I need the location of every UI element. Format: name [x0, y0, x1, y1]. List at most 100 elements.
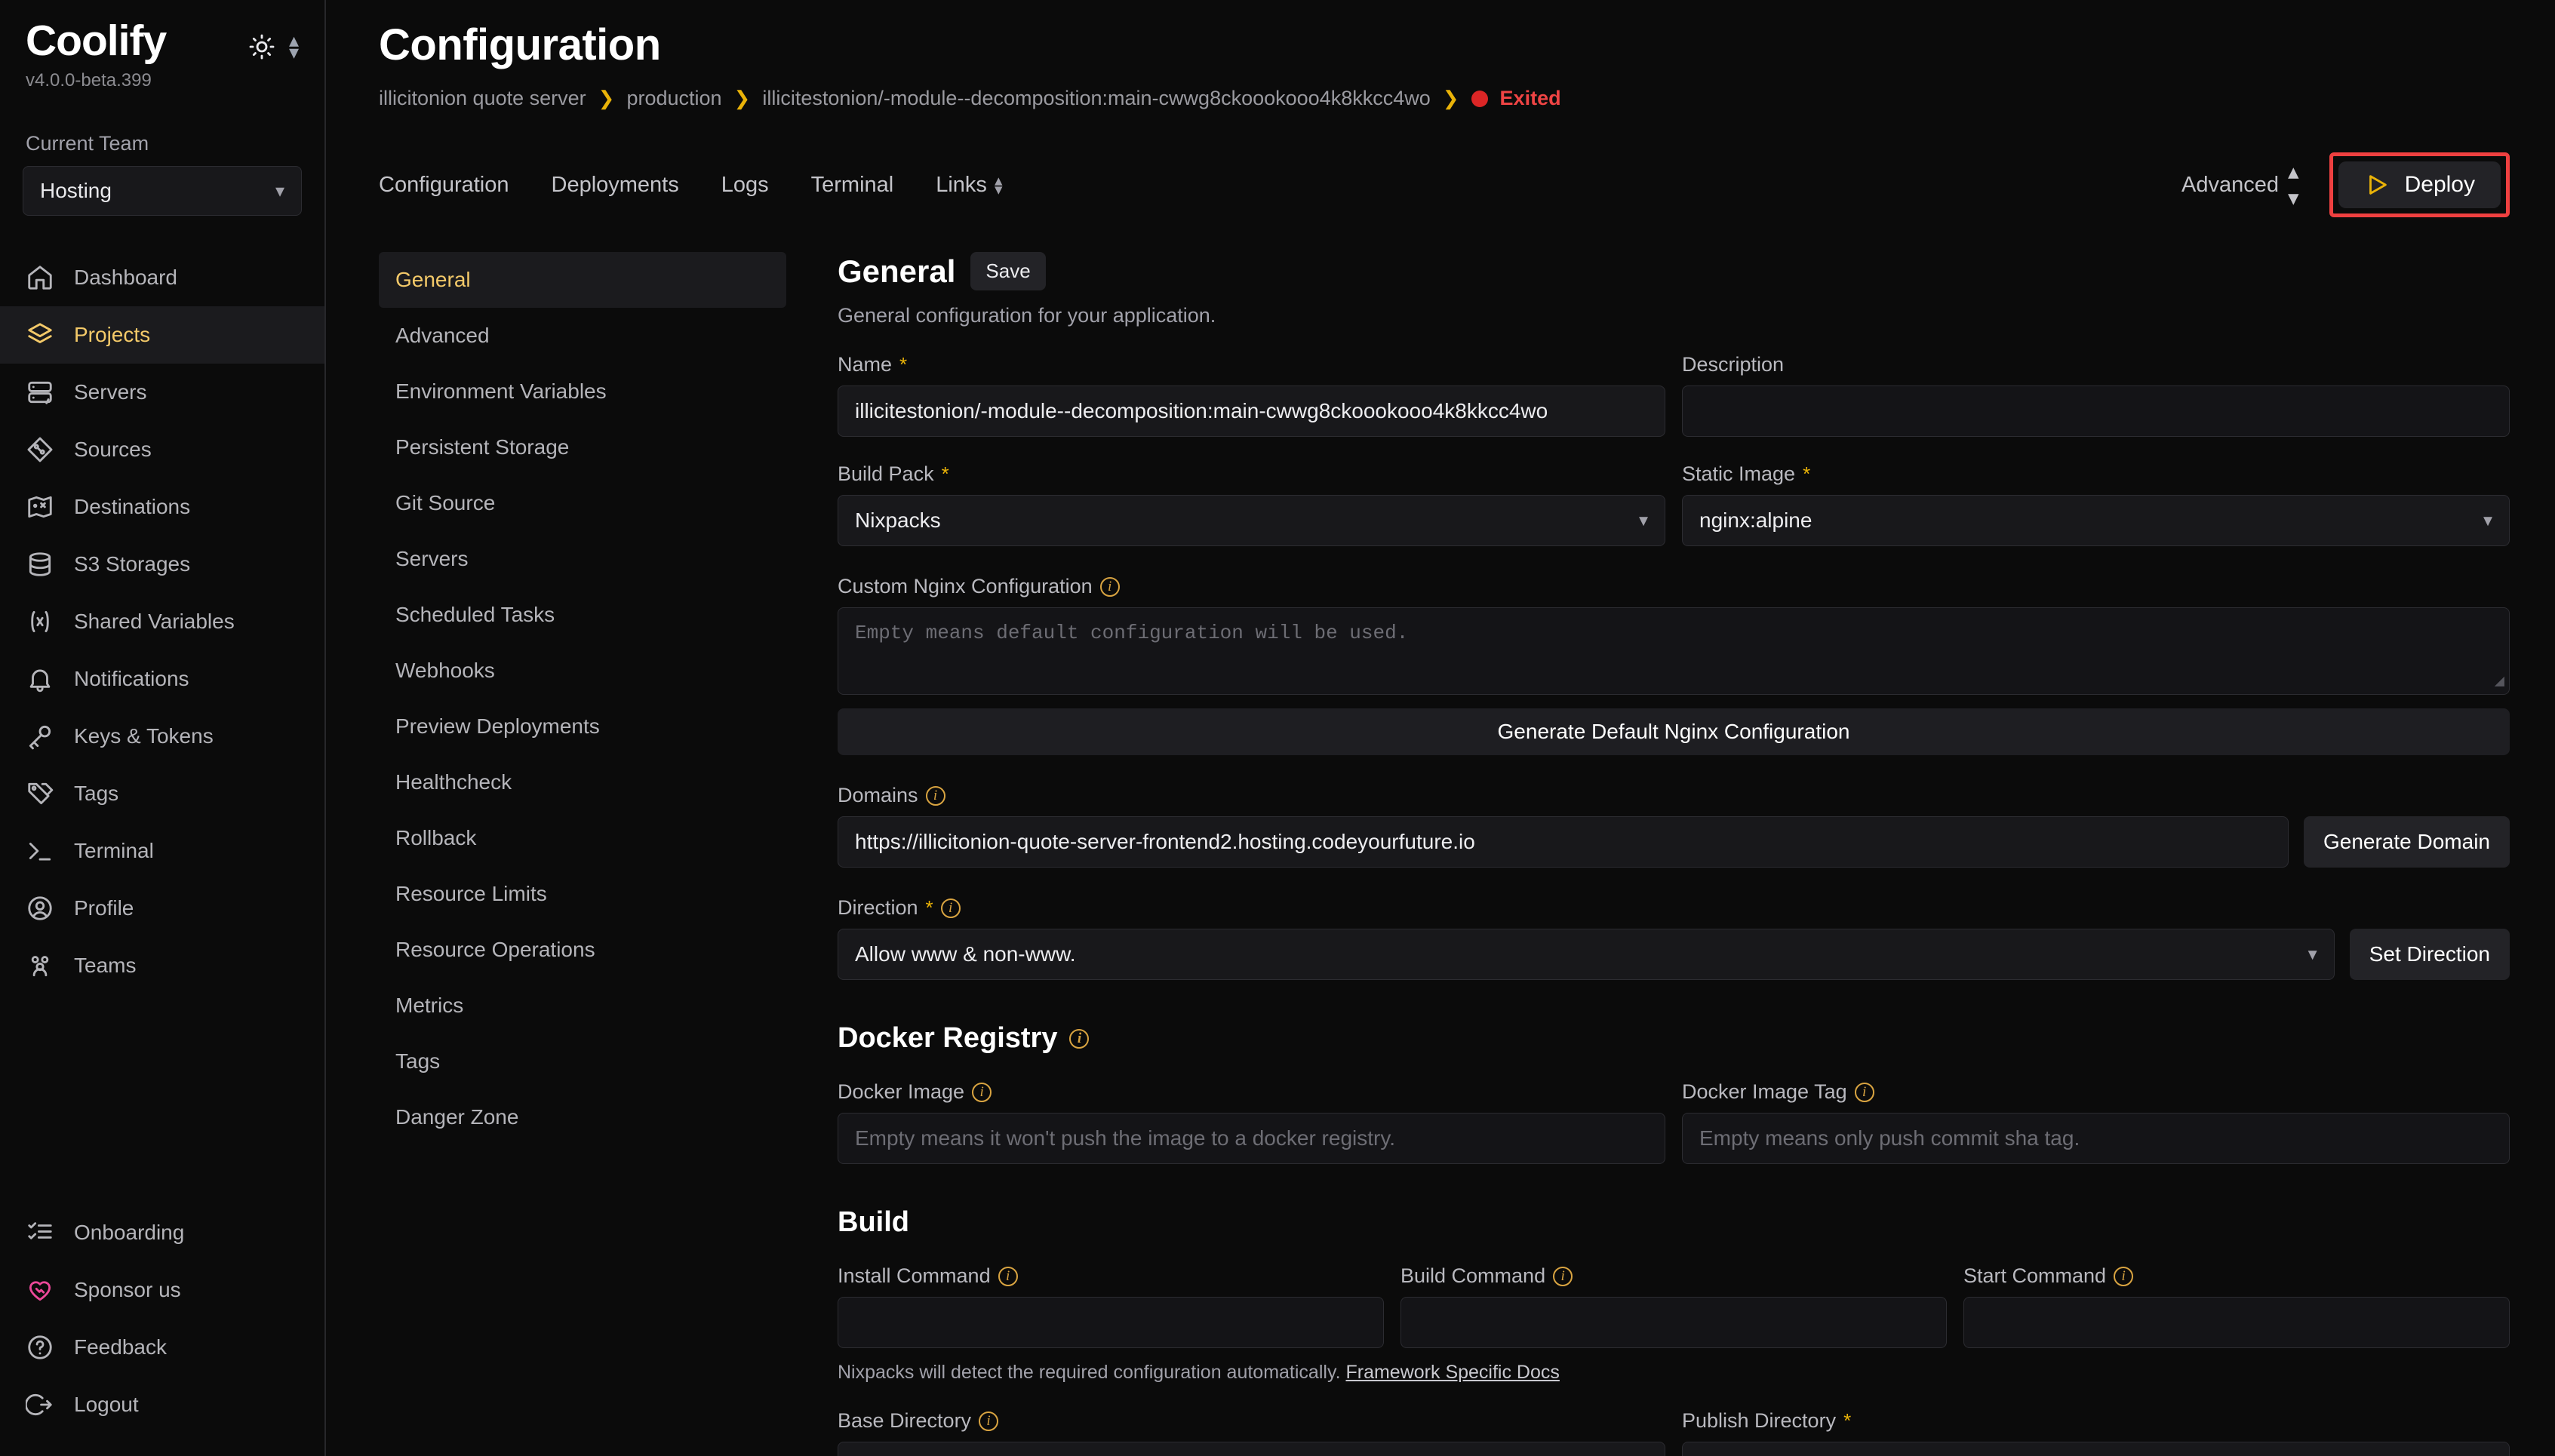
config-menu-item-servers[interactable]: Servers — [379, 531, 786, 587]
sidebar-item-label: Sponsor us — [74, 1278, 181, 1301]
set-direction-button[interactable]: Set Direction — [2349, 929, 2510, 980]
config-menu-item-scheduled-tasks[interactable]: Scheduled Tasks — [379, 587, 786, 643]
direction-select[interactable]: Allow www & non-www. ▾ — [838, 929, 2335, 980]
install-command-input[interactable] — [838, 1297, 1384, 1348]
team-select[interactable]: Hosting ▾ — [23, 166, 302, 216]
sidebar-item-feedback[interactable]: Feedback — [0, 1319, 324, 1376]
config-menu-item-resource-operations[interactable]: Resource Operations — [379, 922, 786, 978]
sidebar-item-teams[interactable]: Teams — [0, 937, 324, 994]
info-icon[interactable]: i — [972, 1082, 992, 1102]
sidebar-item-shared-variables[interactable]: Shared Variables — [0, 593, 324, 650]
config-menu-item-metrics[interactable]: Metrics — [379, 978, 786, 1034]
config-menu-item-git-source[interactable]: Git Source — [379, 475, 786, 531]
sidebar-item-profile[interactable]: Profile — [0, 880, 324, 937]
config-menu-item-resource-limits[interactable]: Resource Limits — [379, 866, 786, 922]
sidebar-item-destinations[interactable]: Destinations — [0, 478, 324, 536]
tab-logs[interactable]: Logs — [721, 172, 769, 197]
sidebar-item-s3-storages[interactable]: S3 Storages — [0, 536, 324, 593]
row-build-commands: Install Command i Build Command i — [838, 1264, 2510, 1348]
generate-nginx-config-button[interactable]: Generate Default Nginx Configuration — [838, 708, 2510, 755]
field-base-directory: Base Directory i / — [838, 1409, 1665, 1456]
build-pack-select[interactable]: Nixpacks ▾ — [838, 495, 1665, 546]
build-helper-sentence: Nixpacks will detect the required config… — [838, 1362, 1341, 1383]
info-icon[interactable]: i — [1069, 1028, 1090, 1049]
app-version: v4.0.0-beta.399 — [26, 70, 152, 91]
info-icon[interactable]: i — [979, 1411, 999, 1431]
framework-docs-link[interactable]: Framework Specific Docs — [1345, 1362, 1560, 1383]
general-section-header: General Save — [838, 252, 2510, 290]
config-menu-item-persistent-storage[interactable]: Persistent Storage — [379, 419, 786, 475]
users-icon — [26, 951, 54, 980]
config-menu-item-label: Rollback — [395, 826, 477, 849]
publish-directory-input[interactable]: / — [1682, 1442, 2510, 1456]
config-menu-item-danger-zone[interactable]: Danger Zone — [379, 1089, 786, 1145]
current-team-label: Current Team — [26, 132, 149, 155]
docker-image-input[interactable]: Empty means it won't push the image to a… — [838, 1113, 1665, 1164]
sidebar-item-onboarding[interactable]: Onboarding — [0, 1204, 324, 1261]
general-settings-form: General Save General configuration for y… — [786, 252, 2510, 1456]
base-directory-input[interactable]: / — [838, 1442, 1665, 1456]
breadcrumb-item-environment[interactable]: production — [626, 87, 722, 109]
chevron-down-icon: ▾ — [275, 180, 284, 201]
config-menu-item-label: Danger Zone — [395, 1105, 519, 1129]
advanced-dropdown[interactable]: Advanced ▴ ▾ — [2181, 158, 2299, 211]
info-icon[interactable]: i — [940, 898, 961, 918]
info-icon[interactable]: i — [998, 1266, 1018, 1286]
info-icon[interactable]: i — [1854, 1082, 1874, 1102]
info-icon[interactable]: i — [1553, 1266, 1573, 1286]
breadcrumb-item-resource[interactable]: illicitestonion/-module--decomposition:m… — [762, 87, 1431, 109]
sidebar-item-tags[interactable]: Tags — [0, 765, 324, 822]
sidebar-item-servers[interactable]: Servers — [0, 364, 324, 421]
breadcrumb-item-project[interactable]: illicitonion quote server — [379, 87, 586, 109]
deploy-button[interactable]: Deploy — [2338, 161, 2501, 208]
sun-icon[interactable] — [248, 33, 275, 60]
config-menu-item-advanced[interactable]: Advanced — [379, 308, 786, 364]
theme-chevron-updown-icon[interactable]: ▴ ▾ — [288, 29, 299, 63]
build-command-input[interactable] — [1400, 1297, 1947, 1348]
sidebar-item-label: Servers — [74, 380, 147, 404]
sidebar-item-sponsor-us[interactable]: Sponsor us — [0, 1261, 324, 1319]
sidebar-item-label: Sources — [74, 438, 152, 461]
domains-row: https://illicitonion-quote-server-fronte… — [838, 816, 2510, 868]
config-menu-item-tags[interactable]: Tags — [379, 1034, 786, 1089]
info-icon[interactable]: i — [1099, 576, 1120, 597]
info-icon[interactable]: i — [925, 785, 945, 806]
static-image-select[interactable]: nginx:alpine ▾ — [1682, 495, 2510, 546]
bell-icon — [26, 665, 54, 693]
sidebar-item-logout[interactable]: Logout — [0, 1376, 324, 1433]
custom-nginx-textarea[interactable]: Empty means default configuration will b… — [838, 607, 2510, 695]
generate-domain-button[interactable]: Generate Domain — [2303, 816, 2510, 868]
name-input[interactable]: illicitestonion/-module--decomposition:m… — [838, 386, 1665, 437]
git-diamond-icon — [26, 435, 54, 464]
sidebar-item-label: S3 Storages — [74, 552, 191, 576]
base-directory-label-text: Base Directory — [838, 1409, 972, 1432]
config-menu-item-rollback[interactable]: Rollback — [379, 810, 786, 866]
config-menu-item-general[interactable]: General — [379, 252, 786, 308]
app-logo: Coolify — [26, 17, 167, 65]
config-menu-item-healthcheck[interactable]: Healthcheck — [379, 754, 786, 810]
info-icon[interactable]: i — [2114, 1266, 2134, 1286]
configuration-menu: General Advanced Environment Variables Pers… — [379, 252, 786, 1456]
description-input[interactable] — [1682, 386, 2510, 437]
sidebar-item-sources[interactable]: Sources — [0, 421, 324, 478]
tab-terminal[interactable]: Terminal — [810, 172, 894, 197]
docker-image-tag-input[interactable]: Empty means only push commit sha tag. — [1682, 1113, 2510, 1164]
config-menu-item-environment-variables[interactable]: Environment Variables — [379, 364, 786, 419]
start-command-input[interactable] — [1963, 1297, 2510, 1348]
config-menu-item-label: Scheduled Tasks — [395, 603, 555, 626]
sidebar-item-notifications[interactable]: Notifications — [0, 650, 324, 708]
resize-grip-icon[interactable]: ◢ — [2494, 672, 2504, 691]
sidebar-item-keys-tokens[interactable]: Keys & Tokens — [0, 708, 324, 765]
install-command-label: Install Command i — [838, 1264, 1384, 1288]
domains-input[interactable]: https://illicitonion-quote-server-fronte… — [838, 816, 2289, 868]
config-menu-item-webhooks[interactable]: Webhooks — [379, 643, 786, 699]
tab-configuration[interactable]: Configuration — [379, 172, 509, 197]
sidebar-item-projects[interactable]: Projects — [0, 306, 324, 364]
sidebar-item-dashboard[interactable]: Dashboard — [0, 249, 324, 306]
field-install-command: Install Command i — [838, 1264, 1384, 1348]
sidebar-item-terminal[interactable]: Terminal — [0, 822, 324, 880]
save-button[interactable]: Save — [970, 252, 1046, 290]
config-menu-item-preview-deployments[interactable]: Preview Deployments — [379, 699, 786, 754]
tab-deployments[interactable]: Deployments — [551, 172, 679, 197]
tab-links[interactable]: Links ▴ ▾ — [936, 173, 1002, 198]
